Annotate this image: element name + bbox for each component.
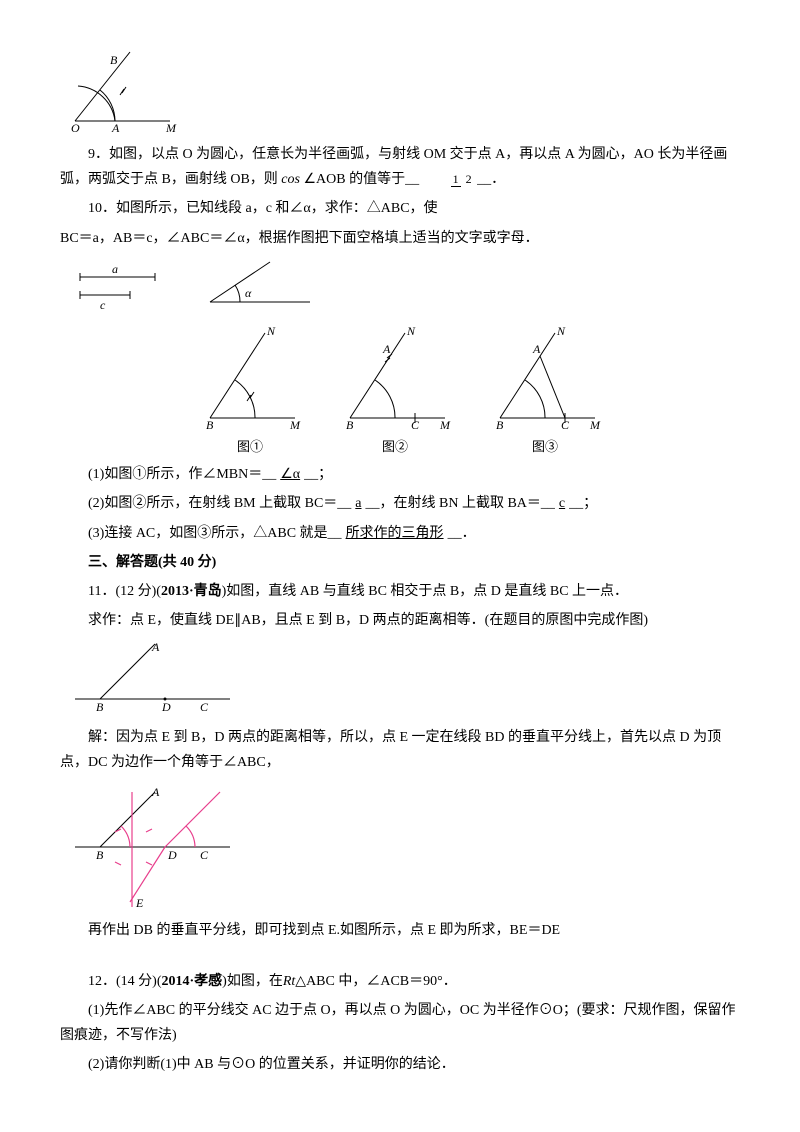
- svg-text:C: C: [200, 700, 209, 714]
- q11-sol2: 再作出 DB 的垂直平分线，即可找到点 E.如图所示，点 E 即为所求，BE＝D…: [60, 918, 740, 943]
- svg-text:N: N: [556, 324, 566, 338]
- q10-line2: BC＝a，AB＝c，∠ABC＝∠α，根据作图把下面空格填上适当的文字或字母．: [60, 226, 740, 251]
- svg-text:B: B: [206, 418, 214, 432]
- label-B: B: [110, 53, 118, 67]
- q10-line1: 10．如图所示，已知线段 a，c 和∠α，求作：△ABC，使: [60, 196, 740, 221]
- svg-text:A: A: [382, 342, 391, 356]
- svg-text:D: D: [161, 700, 171, 714]
- svg-text:N: N: [266, 324, 276, 338]
- q12-p1: (1)先作∠ABC 的平分线交 AC 边于点 O，再以点 O 为圆心，OC 为半…: [60, 998, 740, 1048]
- label-O: O: [71, 121, 80, 135]
- svg-text:C: C: [561, 418, 570, 432]
- svg-text:a: a: [112, 262, 118, 276]
- svg-text:M: M: [289, 418, 301, 432]
- svg-text:D: D: [167, 848, 177, 862]
- q10-p1: (1)如图①所示，作∠MBN＝__∠α__；: [60, 462, 740, 487]
- q10-fig2: B C M A N 图②: [335, 323, 455, 458]
- label-A: A: [111, 121, 120, 135]
- svg-text:B: B: [346, 418, 354, 432]
- svg-text:A: A: [151, 785, 160, 799]
- q9-suffix: __．: [477, 172, 505, 187]
- section-3-heading: 三、解答题(共 40 分): [60, 550, 740, 575]
- q9-text: 9．如图，以点 O 为圆心，任意长为半径画弧，与射线 OM 交于点 A，再以点 …: [60, 142, 740, 192]
- svg-text:B: B: [96, 700, 104, 714]
- svg-text:A: A: [532, 342, 541, 356]
- svg-text:M: M: [439, 418, 451, 432]
- svg-text:A: A: [151, 640, 160, 654]
- svg-text:C: C: [411, 418, 420, 432]
- svg-text:N: N: [406, 324, 416, 338]
- q11-sol1: 解：因为点 E 到 B，D 两点的距离相等，所以，点 E 一定在线段 BD 的垂…: [60, 725, 740, 775]
- q11-figure: A B D C: [60, 639, 740, 719]
- svg-text:c: c: [100, 298, 106, 312]
- svg-text:C: C: [200, 848, 209, 862]
- q12-p2: (2)请你判断(1)中 AB 与⊙O 的位置关系，并证明你的结论．: [60, 1052, 740, 1077]
- svg-text:E: E: [135, 896, 144, 910]
- svg-text:α: α: [245, 286, 252, 300]
- q11-head: 11．(12 分)(2013·青岛)如图，直线 AB 与直线 BC 相交于点 B…: [60, 579, 740, 604]
- q10-fig1: B M N 图①: [195, 323, 305, 458]
- svg-text:B: B: [96, 848, 104, 862]
- q9-frac: 1 2: [423, 173, 474, 186]
- q10-given-figure: a c α: [60, 257, 740, 317]
- svg-text:B: B: [496, 418, 504, 432]
- q9-figure: O A M B: [60, 46, 740, 136]
- spacer: [60, 947, 740, 965]
- svg-text:M: M: [589, 418, 601, 432]
- q11-line2: 求作：点 E，使直线 DE∥AB，且点 E 到 B，D 两点的距离相等．(在题目…: [60, 608, 740, 633]
- q10-p3: (3)连接 AC，如图③所示，△ABC 就是__所求作的三角形__．: [60, 521, 740, 546]
- q10-fig3: B C M A N 图③: [485, 323, 605, 458]
- q10-p2: (2)如图②所示，在射线 BM 上截取 BC＝__a__，在射线 BN 上截取 …: [60, 491, 740, 516]
- q10-figures-row: B M N 图① B C M A N 图②: [60, 323, 740, 458]
- q12-head: 12．(14 分)(2014·孝感)如图，在Rt△ABC 中，∠ACB＝90°．: [60, 969, 740, 994]
- q11-solution-figure: A B D C E: [60, 782, 740, 912]
- q9-mid: ∠AOB 的值等于__: [303, 172, 419, 187]
- label-M: M: [165, 121, 177, 135]
- q9-cos: cos: [281, 172, 300, 187]
